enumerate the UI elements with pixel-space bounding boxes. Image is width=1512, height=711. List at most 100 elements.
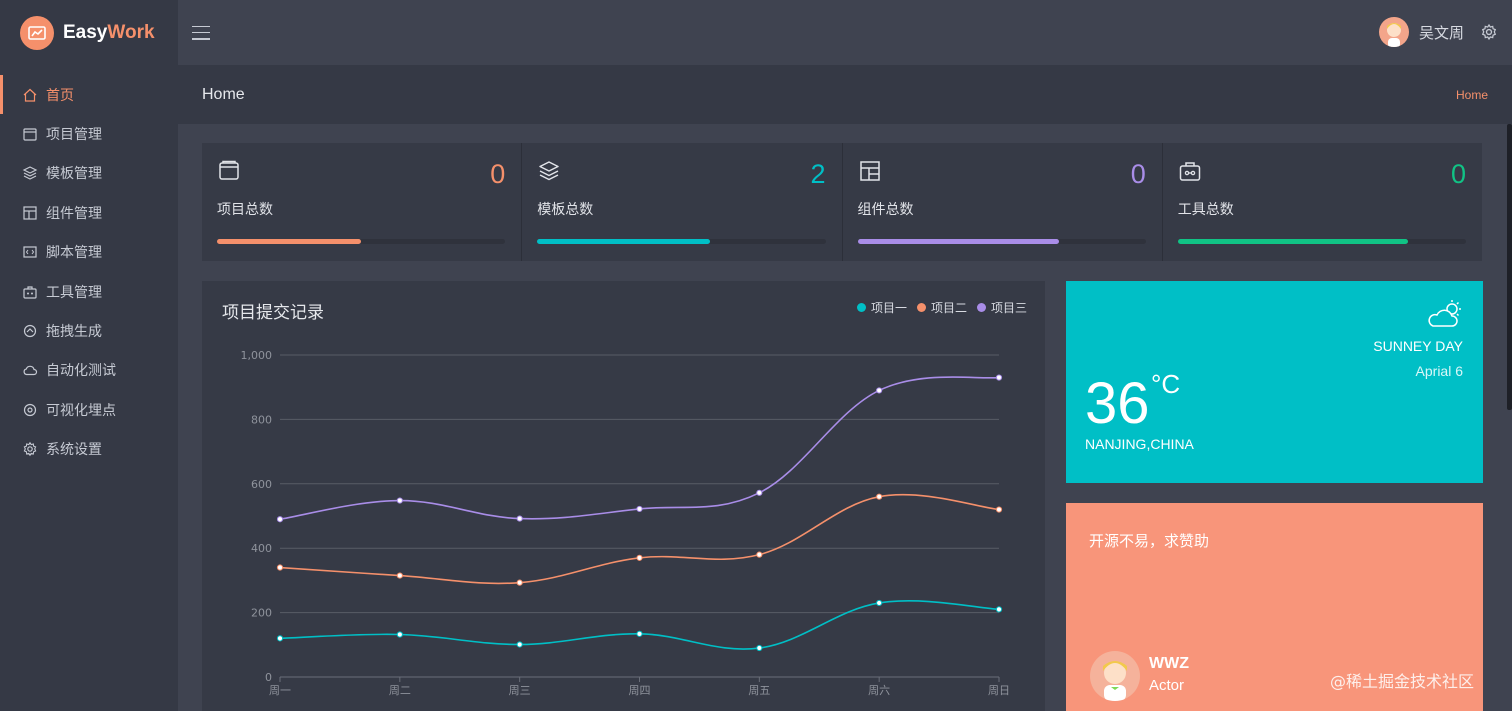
- legend-label: 项目二: [930, 301, 967, 315]
- series-line: [279, 600, 1000, 650]
- x-tick-label: 周五: [748, 684, 770, 697]
- sidebar-item-home[interactable]: 首页: [0, 75, 178, 115]
- weather-unit: °C: [1151, 369, 1181, 399]
- sidebar-item-tools[interactable]: 工具管理: [0, 272, 178, 311]
- profile-role: Actor: [1149, 677, 1185, 694]
- user-menu[interactable]: 吴文周: [1378, 17, 1464, 47]
- weather-condition: SUNNEY DAY: [1373, 338, 1463, 354]
- code-icon: [23, 246, 37, 258]
- weather-temperature: 36: [1085, 371, 1150, 436]
- page-header: Home Home: [178, 65, 1512, 124]
- chart-title: 项目提交记录: [222, 303, 324, 323]
- sidebar-menu: 首页 项目管理 模板管理 组件管理 脚本管理 工具管理 拖拽生成 自动化测试: [0, 75, 178, 469]
- stat-value: 2: [810, 159, 826, 189]
- weather-date: Aprial 6: [1415, 363, 1463, 379]
- data-point: [276, 564, 284, 571]
- x-tick-label: 周日: [988, 684, 1010, 697]
- drag-icon: [23, 324, 37, 338]
- page-title: Home: [202, 85, 245, 103]
- home-icon: [23, 88, 37, 102]
- sidebar-item-label: 首页: [46, 87, 74, 104]
- progress-track: [1177, 239, 1466, 244]
- brand-name: EasyWork: [63, 22, 155, 44]
- scrollbar[interactable]: [1507, 124, 1512, 410]
- data-point: [516, 515, 523, 522]
- sidebar-item-scripts[interactable]: 脚本管理: [0, 233, 178, 272]
- layers-icon: [539, 161, 559, 181]
- data-point: [396, 631, 403, 638]
- chart-panel: 0 200 400 600 800 1,000 周一 周二 周三 周四 周五 周六 周日 项目提交记录 …: [202, 281, 1045, 711]
- data-point: [995, 606, 1003, 613]
- profile-avatar: [1090, 651, 1140, 701]
- y-tick-label: 200: [251, 607, 272, 620]
- progress-track: [537, 239, 826, 244]
- sidebar-item-label: 项目管理: [46, 127, 102, 144]
- weather-city: NANJING,CHINA: [1085, 436, 1194, 452]
- layers-icon: [22, 166, 38, 181]
- sidebar-item-projects[interactable]: 项目管理: [0, 114, 178, 153]
- sidebar-item-components[interactable]: 组件管理: [0, 193, 178, 232]
- y-tick-label: 800: [251, 413, 272, 426]
- brand-name-part2: Work: [107, 22, 155, 43]
- legend-dot: [976, 303, 986, 312]
- stat-value: 0: [490, 159, 506, 189]
- stat-label: 工具总数: [1177, 202, 1234, 218]
- data-point: [876, 599, 883, 607]
- x-tick-label: 周三: [509, 684, 531, 697]
- target-icon: [23, 403, 37, 416]
- sponsor-message: 开源不易，求赞助: [1089, 532, 1210, 550]
- series-line: [279, 376, 1000, 521]
- weather-card: SUNNEY DAY Aprial 6 36 °C NANJING,CHINA: [1066, 281, 1483, 483]
- settings-gear-icon[interactable]: [1480, 23, 1498, 45]
- data-point: [396, 572, 403, 579]
- layout-icon: [23, 206, 37, 220]
- data-point: [516, 641, 523, 648]
- line-chart[interactable]: 0 200 400 600 800 1,000 周一 周二 周三 周四 周五 周六 周日: [202, 281, 1045, 711]
- sidebar-item-settings[interactable]: 系统设置: [0, 430, 178, 469]
- sidebar-item-templates[interactable]: 模板管理: [0, 154, 178, 193]
- stat-value: 0: [1450, 159, 1466, 189]
- legend-label: 项目一: [870, 301, 907, 315]
- x-tick-label: 周二: [389, 684, 411, 697]
- sidebar-item-label: 脚本管理: [46, 245, 102, 262]
- brand[interactable]: EasyWork: [0, 0, 178, 66]
- sidebar-item-label: 拖拽生成: [46, 324, 102, 341]
- toolbox-icon: [23, 286, 37, 299]
- brand-name-part1: Easy: [63, 22, 108, 43]
- data-point: [995, 506, 1003, 513]
- data-point: [276, 516, 284, 523]
- folder-icon: [219, 160, 239, 180]
- legend-item[interactable]: 项目二: [916, 299, 967, 316]
- sidebar-item-visual-tracking[interactable]: 可视化埋点: [0, 390, 178, 429]
- data-point: [636, 630, 643, 637]
- sidebar-item-auto-test[interactable]: 自动化测试: [0, 351, 178, 390]
- stats-row: 项目总数 0 模板总数 2 组件总数 0 工具总数 0: [202, 143, 1482, 261]
- toolbox-icon: [1179, 162, 1200, 181]
- data-point: [516, 579, 523, 586]
- chart-legend: 项目一 项目二 项目三: [847, 299, 1027, 316]
- data-point: [995, 374, 1003, 381]
- stat-value: 0: [1130, 159, 1146, 189]
- legend-item[interactable]: 项目一: [856, 299, 907, 316]
- layout-icon: [859, 161, 880, 181]
- data-point: [396, 497, 403, 504]
- data-point: [636, 554, 643, 561]
- y-tick-label: 1,000: [241, 349, 273, 362]
- sidebar-item-drag-generate[interactable]: 拖拽生成: [0, 311, 178, 350]
- cloud-icon: [23, 366, 38, 376]
- sidebar-item-label: 可视化埋点: [46, 402, 116, 419]
- y-tick-label: 0: [265, 671, 272, 684]
- legend-item[interactable]: 项目三: [976, 299, 1027, 316]
- x-tick-label: 周四: [629, 684, 651, 697]
- stat-card-components: 组件总数 0: [843, 143, 1163, 261]
- user-avatar: [1378, 17, 1409, 47]
- y-tick-label: 600: [251, 478, 272, 491]
- stat-card-templates: 模板总数 2: [522, 143, 843, 261]
- data-point: [756, 644, 763, 652]
- menu-toggle-icon[interactable]: [192, 25, 210, 40]
- breadcrumb[interactable]: Home: [1455, 87, 1488, 102]
- stat-card-projects: 项目总数 0: [202, 143, 523, 261]
- x-tick-label: 周一: [269, 684, 291, 697]
- data-point: [756, 489, 763, 496]
- profile-name: WWZ: [1149, 655, 1189, 672]
